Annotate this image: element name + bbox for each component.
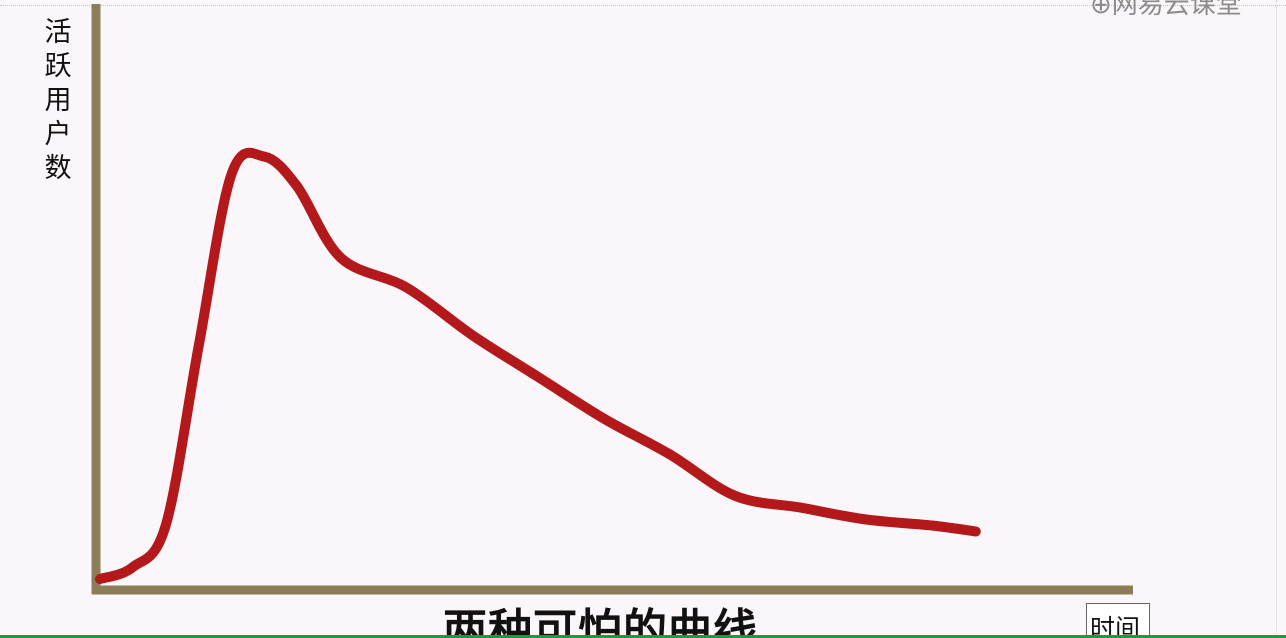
series-line-active-users [95, 147, 981, 584]
x-axis-label: 时间 [1090, 614, 1141, 638]
y-axis-label: 活跃用户数 [44, 17, 72, 184]
slide-caption: 两种可怕的曲线 [443, 605, 758, 638]
top-border [0, 5, 1286, 6]
right-border [1276, 0, 1278, 638]
watermark-logo: ⊕网易云课堂 [1090, 0, 1242, 20]
x-axis-label-box [1086, 603, 1150, 638]
bottom-green-line [0, 635, 1286, 638]
